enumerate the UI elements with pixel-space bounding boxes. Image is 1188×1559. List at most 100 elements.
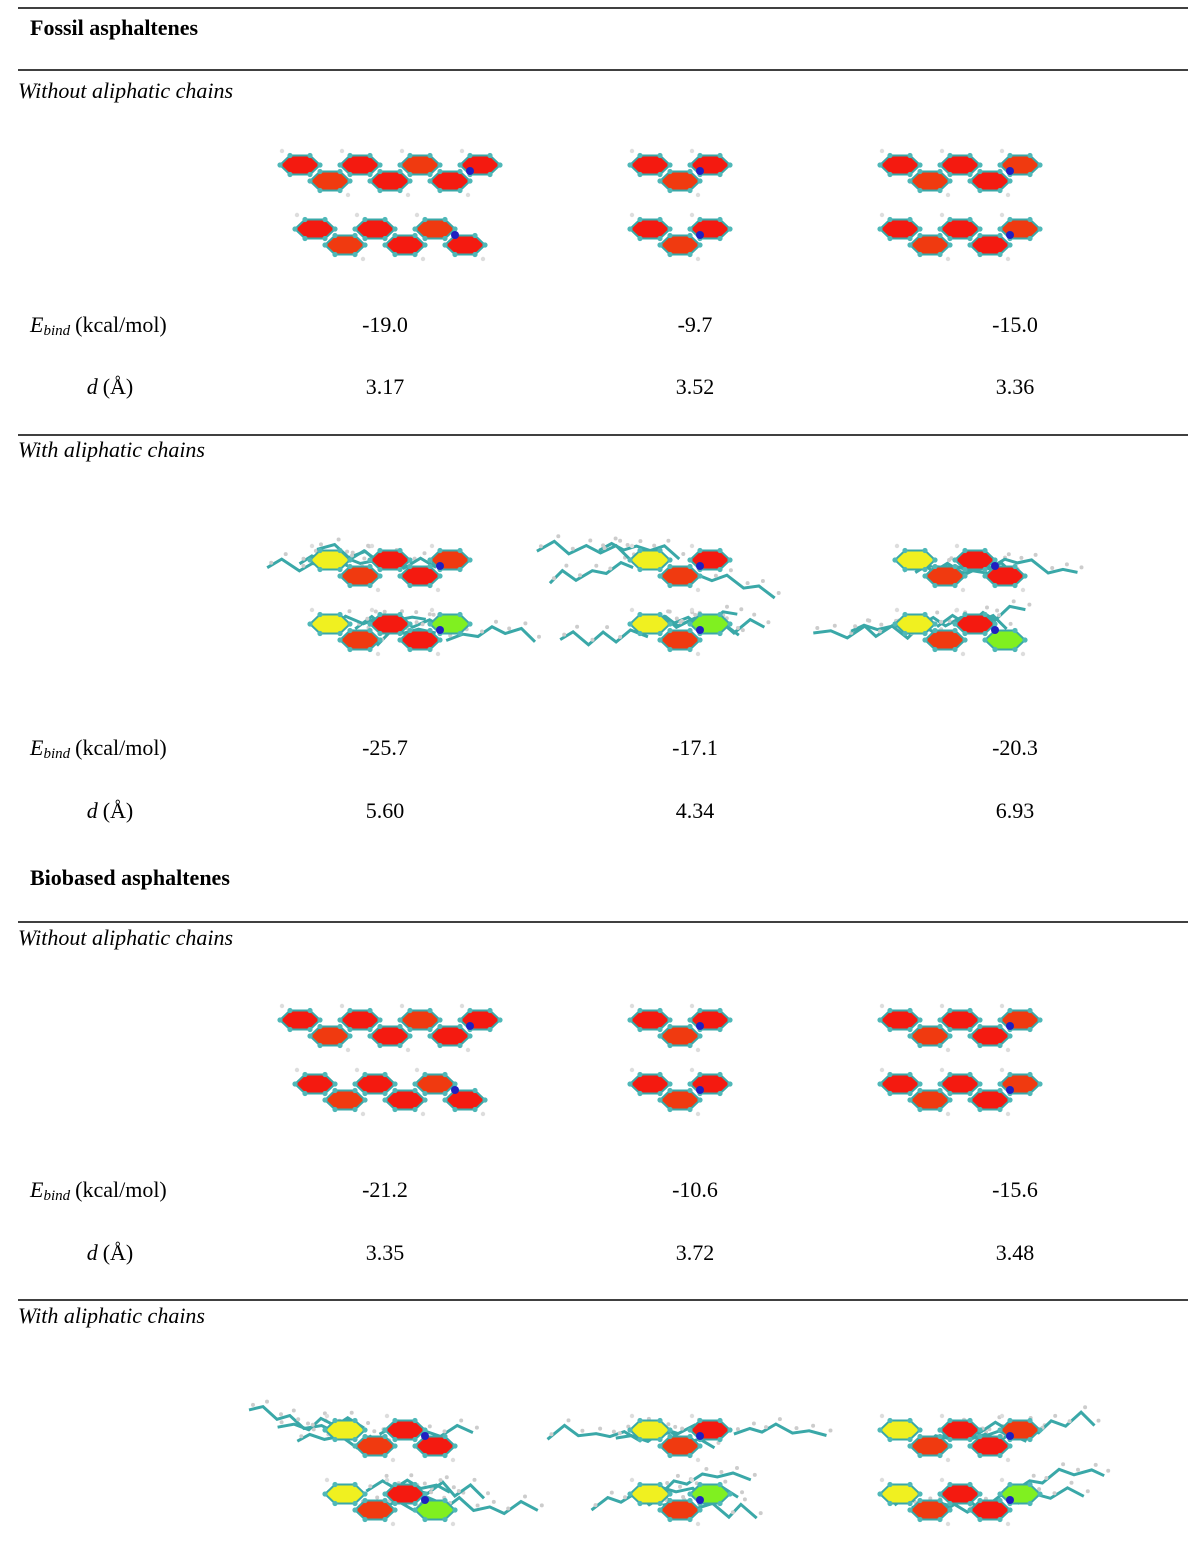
atom	[887, 172, 892, 177]
atom	[667, 628, 672, 633]
atom	[637, 153, 642, 158]
ring	[690, 220, 730, 239]
atom	[467, 621, 472, 626]
ring	[325, 236, 365, 255]
ring	[1000, 156, 1040, 175]
ring	[690, 1421, 730, 1440]
atom	[367, 647, 372, 652]
atom	[657, 1091, 662, 1096]
ring	[1000, 1421, 1040, 1440]
atom	[907, 1418, 912, 1423]
atom	[967, 1091, 972, 1096]
atom	[352, 1107, 357, 1112]
atom	[377, 548, 382, 553]
atom	[467, 557, 472, 562]
atom	[412, 1418, 417, 1423]
hydrogen	[406, 193, 410, 197]
hydrogen	[301, 564, 305, 568]
unit: (Å)	[103, 374, 134, 399]
atom	[637, 236, 642, 241]
atom	[997, 1088, 1002, 1093]
hydrogen	[675, 617, 679, 621]
atom	[392, 1507, 397, 1512]
atom	[392, 233, 397, 238]
hydrogen	[355, 213, 359, 217]
row-label: Ebind(kcal/mol)	[29, 735, 167, 762]
atom	[392, 1088, 397, 1093]
ring	[325, 1421, 365, 1440]
hydrogen	[766, 620, 770, 624]
atom	[347, 564, 352, 569]
hydrogen	[552, 576, 556, 580]
atom	[657, 548, 662, 553]
atom	[937, 1517, 942, 1522]
hetero-atom	[696, 1022, 704, 1030]
hydrogen	[690, 1414, 694, 1418]
hydrogen	[391, 1458, 395, 1462]
chain	[446, 1498, 538, 1514]
ring	[630, 1075, 670, 1094]
hydrogen	[457, 1489, 461, 1493]
atom	[717, 1501, 722, 1506]
ring	[910, 1027, 950, 1046]
hetero-atom	[991, 626, 999, 634]
ring	[280, 1011, 320, 1030]
ring	[415, 1075, 455, 1094]
atom	[657, 242, 662, 247]
atom	[937, 162, 942, 167]
hydrogen	[752, 1422, 756, 1426]
atom	[967, 178, 972, 183]
atom	[727, 162, 732, 167]
atom	[997, 252, 1002, 257]
hydrogen	[325, 1478, 329, 1482]
atom	[877, 226, 882, 231]
ring	[430, 1027, 470, 1046]
hetero-atom	[1006, 1022, 1014, 1030]
atom	[362, 217, 367, 222]
atom	[427, 564, 432, 569]
hydrogen	[588, 539, 592, 543]
atom	[487, 172, 492, 177]
hydrogen	[280, 1004, 284, 1008]
hydrogen	[610, 1491, 614, 1495]
molecule-image	[627, 149, 732, 261]
atom	[962, 612, 967, 617]
cell-value: 3.36	[996, 374, 1035, 399]
atom	[1022, 573, 1027, 578]
atom	[997, 1081, 1002, 1086]
atom	[717, 1418, 722, 1423]
atom	[697, 573, 702, 578]
hydrogen	[575, 625, 579, 629]
hydrogen	[605, 625, 609, 629]
atom	[452, 1107, 457, 1112]
ring	[370, 551, 410, 570]
atom	[1012, 647, 1017, 652]
atom	[407, 1027, 412, 1032]
atom	[1007, 1097, 1012, 1102]
atom	[947, 1027, 952, 1032]
hydrogen	[940, 1004, 944, 1008]
ring	[955, 615, 995, 634]
cell-value: 3.35	[366, 1240, 405, 1265]
ring	[660, 236, 700, 255]
atom	[422, 1453, 427, 1458]
atom	[427, 583, 432, 588]
atom	[337, 188, 342, 193]
hydrogen	[880, 213, 884, 217]
atom	[687, 169, 692, 174]
atom	[1027, 1418, 1032, 1423]
atom	[292, 1081, 297, 1086]
atom	[917, 1081, 922, 1086]
atom	[322, 1072, 327, 1077]
atom	[1027, 217, 1032, 222]
atom	[667, 169, 672, 174]
atom	[637, 1482, 642, 1487]
ring	[660, 1027, 700, 1046]
atom	[392, 1107, 397, 1112]
hydrogen	[376, 652, 380, 656]
ring	[430, 172, 470, 191]
atom	[967, 1501, 972, 1506]
atom	[407, 621, 412, 626]
ring	[880, 1011, 920, 1030]
symbol: d	[87, 798, 99, 823]
